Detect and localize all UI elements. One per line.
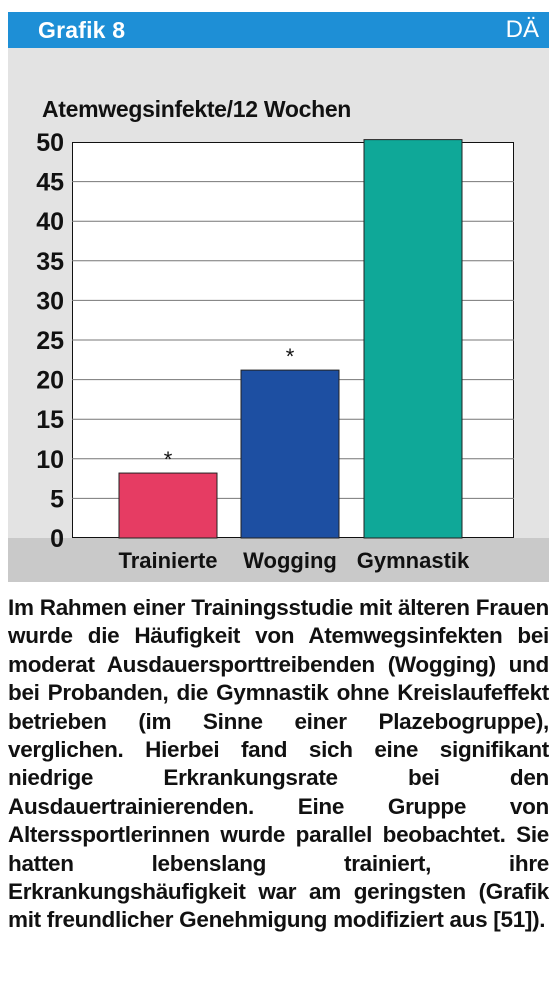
x-tick-label: Trainierte	[118, 548, 217, 573]
bar-trainierte	[118, 472, 218, 539]
y-axis-label: Atemwegsinfekte/12 Wochen	[42, 96, 352, 122]
y-tick-label: 20	[36, 367, 64, 395]
significance-marker: *	[286, 344, 295, 369]
figure-title: Grafik 8	[38, 17, 126, 43]
y-tick-label: 50	[36, 129, 64, 157]
y-tick-label: 10	[36, 446, 64, 474]
y-tick-label: 25	[36, 327, 64, 355]
y-tick-label: 30	[36, 287, 64, 315]
y-tick-label: 15	[36, 406, 64, 434]
bar-gymnastik	[363, 139, 463, 539]
figure-header: Grafik 8 DÄ	[8, 12, 549, 48]
x-tick-label: Gymnastik	[357, 548, 470, 573]
y-tick-label: 35	[36, 248, 64, 276]
y-tick-label: 40	[36, 208, 64, 236]
figure-caption: Im Rahmen einer Trainingsstudie mit älte…	[8, 595, 549, 933]
significance-marker: *	[164, 447, 173, 472]
bars: **	[118, 139, 463, 539]
y-tick-label: 0	[50, 525, 64, 553]
journal-logo: DÄ	[505, 16, 539, 43]
x-axis-labels: Trainierte Wogging Gymnastik	[118, 548, 470, 573]
x-tick-label: Wogging	[243, 548, 337, 573]
y-axis-ticks: 0 5 10 15 20 25 30 35 40 45 50	[36, 129, 64, 553]
x-axis-band	[8, 538, 549, 582]
bar-wogging	[240, 369, 340, 539]
y-tick-label: 5	[50, 485, 64, 513]
y-tick-label: 45	[36, 169, 64, 197]
